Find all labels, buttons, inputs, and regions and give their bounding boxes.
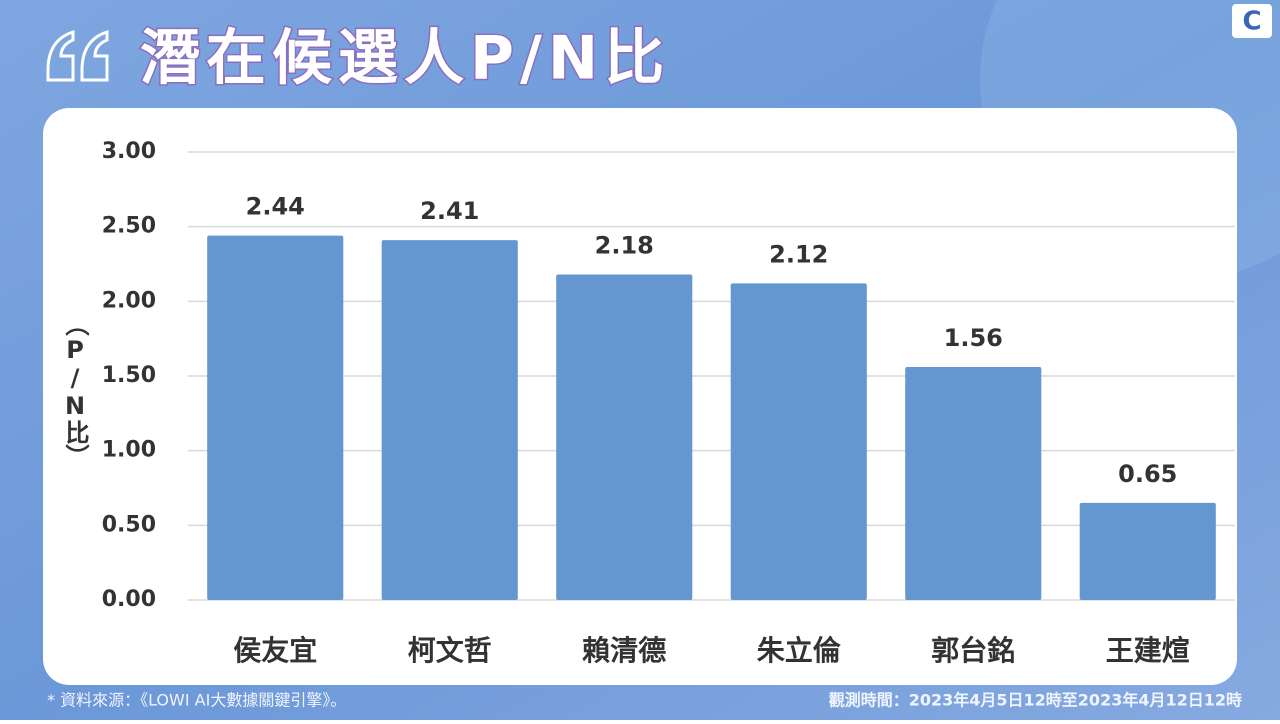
x-tick-label: 賴清德 — [582, 634, 666, 667]
bar — [381, 240, 518, 600]
y-tick-label: 0.50 — [102, 512, 156, 537]
value-label: 2.41 — [420, 197, 479, 225]
bar — [556, 274, 693, 600]
value-label: 1.56 — [944, 324, 1003, 352]
bar — [905, 367, 1042, 600]
period-note: 觀測時間：2023年4月5日12時至2023年4月12日12時 — [829, 691, 1242, 710]
y-axis-label: （P/N比） — [61, 312, 89, 468]
source-note: * 資料來源：《LOWI AI大數據關鍵引擎》。 — [47, 691, 346, 710]
bar — [730, 283, 867, 600]
x-tick-label: 王建煊 — [1106, 634, 1190, 667]
x-tick-label: 柯文哲 — [408, 634, 492, 667]
y-tick-label: 2.50 — [102, 214, 156, 239]
bar — [1079, 502, 1216, 600]
logo: C — [1242, 7, 1261, 37]
y-tick-label: 1.00 — [102, 438, 156, 463]
y-tick-label: 3.00 — [102, 139, 156, 164]
x-tick-label: 郭台銘 — [931, 634, 1015, 667]
value-label: 2.18 — [595, 231, 654, 259]
bar — [207, 235, 344, 601]
chart-title: 潛在候選人P/N比 — [140, 24, 670, 94]
value-label: 0.65 — [1118, 460, 1177, 488]
x-tick-label: 朱立倫 — [757, 634, 842, 667]
logo-box — [1232, 4, 1272, 38]
y-tick-label: 2.00 — [102, 288, 156, 313]
value-label: 2.12 — [769, 240, 828, 268]
x-tick-label: 侯友宜 — [233, 634, 317, 667]
quote-icon — [46, 29, 109, 82]
y-tick-label: 1.50 — [102, 363, 156, 388]
value-label: 2.44 — [246, 193, 305, 221]
y-tick-label: 0.00 — [102, 587, 156, 612]
